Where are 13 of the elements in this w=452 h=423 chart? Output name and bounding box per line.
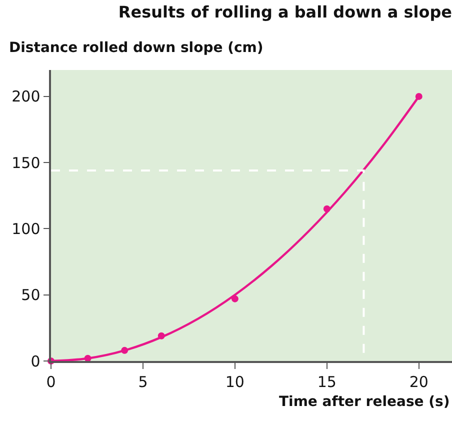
- x-tick-label: 15: [317, 372, 336, 391]
- x-tick-label: 5: [138, 372, 148, 391]
- x-tick-label: 20: [409, 372, 428, 391]
- y-tick-label: 0: [30, 352, 40, 370]
- x-tick-label: 10: [225, 372, 244, 391]
- x-axis-title: Time after release (s): [279, 394, 450, 410]
- y-tick-label: 100: [12, 220, 40, 238]
- y-tick-label: 150: [12, 154, 40, 172]
- y-tick-label: 50: [21, 286, 40, 304]
- y-axis-title: Distance rolled down slope (cm): [9, 40, 264, 56]
- x-tick-label: 0: [46, 372, 56, 391]
- y-tick-label: 200: [12, 88, 40, 106]
- chart-title: Results of rolling a ball down a slope: [118, 2, 452, 22]
